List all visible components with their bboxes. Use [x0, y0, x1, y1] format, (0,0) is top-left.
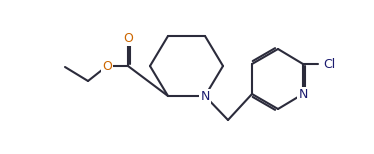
Text: O: O — [123, 32, 133, 45]
Text: Cl: Cl — [324, 57, 335, 71]
Text: N: N — [200, 89, 210, 103]
Text: O: O — [102, 59, 112, 73]
Text: N: N — [298, 87, 308, 101]
